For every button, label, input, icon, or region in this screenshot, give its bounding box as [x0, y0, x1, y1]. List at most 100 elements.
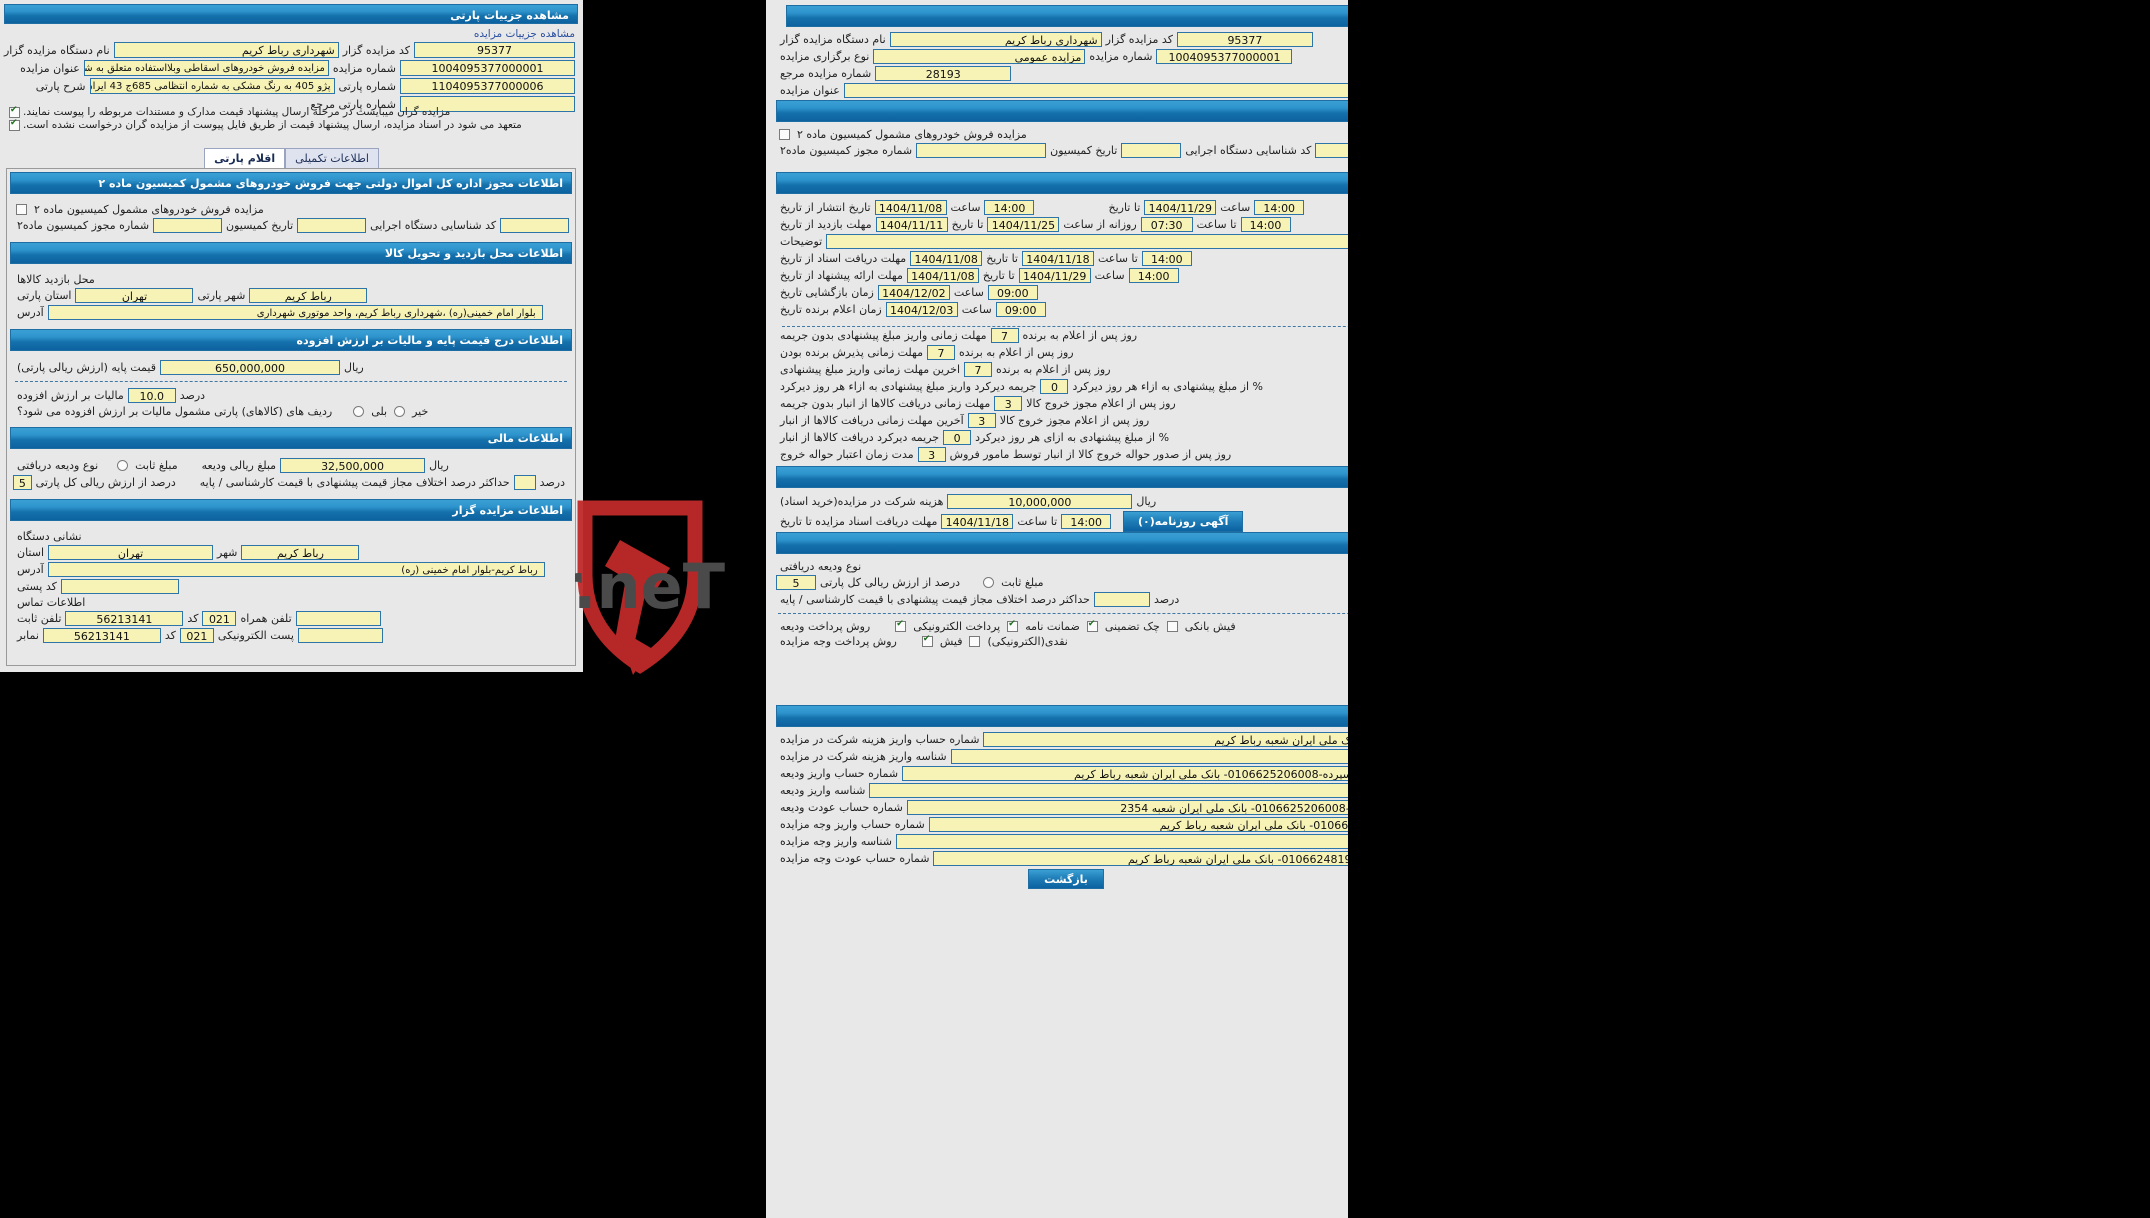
account-0-value[interactable]: درآمدی-0106624819004- بانک ملی ایران شعب…: [983, 732, 1348, 747]
view-auction-details-link[interactable]: مشاهده جزییات مزایده: [473, 28, 575, 40]
timing-row0-date[interactable]: 1404/11/08: [874, 200, 947, 215]
right-permit-checkbox[interactable]: [779, 129, 790, 140]
docs-deadline-date[interactable]: 1404/11/18: [941, 514, 1014, 529]
account-1-value[interactable]: [950, 749, 1348, 764]
left-party-ref-value[interactable]: [400, 96, 575, 112]
timing-row1-time2[interactable]: 14:00: [1240, 217, 1291, 232]
penalty-6-value[interactable]: 0: [943, 430, 972, 445]
left-org-phone-code-value[interactable]: 021: [202, 611, 237, 626]
left-auction-org-value[interactable]: شهرداری رباط کریم: [113, 42, 339, 58]
left-base-price-value[interactable]: 650,000,000: [160, 360, 340, 375]
left-permit-section-title: اطلاعات مجوز اداره کل اموال دولتی جهت فر…: [10, 172, 572, 194]
left-vat-value[interactable]: 10.0: [127, 388, 176, 403]
timing-row1-date[interactable]: 1404/11/11: [875, 217, 948, 232]
timing-row3-time1[interactable]: 1404/11/29: [1018, 268, 1091, 283]
timing-row2-date[interactable]: 1404/11/08: [910, 251, 983, 266]
timing-row2-time1[interactable]: 1404/11/18: [1021, 251, 1094, 266]
left-maxdiff-value[interactable]: [513, 475, 536, 490]
left-org-postal-value[interactable]: [60, 579, 179, 594]
timing-row3-time2[interactable]: 14:00: [1128, 268, 1179, 283]
timing-row1-time1[interactable]: 1404/11/25: [987, 217, 1060, 232]
dm-0-label: پرداخت الکترونیکی: [913, 620, 1001, 633]
penalty-5-value[interactable]: 3: [967, 413, 996, 428]
dm-0-checkbox[interactable]: [895, 619, 907, 632]
penalty-4-label: مهلت زمانی دریافت کالاها از انبار بدون ج…: [780, 397, 991, 410]
left-party-desc-label: شرح پارتی: [35, 79, 86, 93]
left-vat-no-radio[interactable]: [394, 406, 406, 417]
left-fixed-amount-radio[interactable]: [117, 460, 129, 471]
left-vat-yes-radio[interactable]: [353, 406, 365, 417]
left-auction-number-value[interactable]: 1004095377000001: [400, 60, 575, 76]
account-4-value[interactable]: رد وجوه سپرده-0106625206008- بانک ملی ای…: [906, 800, 1348, 815]
left-org-phone-value[interactable]: 56213141: [65, 611, 184, 626]
left-visit-address-value[interactable]: بلوار امام خمینی(ره) ،شهرداری رباط کریم،…: [47, 305, 543, 320]
penalty-4-value[interactable]: 3: [994, 396, 1023, 411]
right-fixed-amount-radio[interactable]: [983, 577, 995, 588]
left-org-city-value[interactable]: رباط کریم: [241, 545, 360, 560]
left-org-mobile-value[interactable]: [295, 611, 381, 626]
right-percent-value[interactable]: 5: [776, 575, 816, 590]
timing-row4-time2[interactable]: 09:00: [987, 285, 1038, 300]
timing-row2-time2[interactable]: 14:00: [1141, 251, 1192, 266]
timing-row4-label: زمان بازگشایی تاریخ: [780, 286, 874, 299]
penalty-7-value[interactable]: 3: [917, 447, 946, 462]
newspaper-ad-button[interactable]: آگهی روزنامه(۰): [1123, 511, 1244, 532]
account-3-value[interactable]: [869, 783, 1348, 798]
back-button[interactable]: بازگشت: [1028, 869, 1104, 889]
right-exec-code-value[interactable]: [1315, 143, 1348, 158]
left-auction-title-value[interactable]: مزایده فروش خودروهای اسقاطی وبلااستفاده …: [83, 60, 329, 76]
penalty-7-prefix: روز پس از صدور حواله خروج کالا از انبار …: [949, 448, 1232, 461]
timing-row0-date2[interactable]: 1404/11/29: [1144, 200, 1217, 215]
left-org-province-value[interactable]: تهران: [48, 545, 214, 560]
left-percent-of-base-value[interactable]: 5: [13, 475, 32, 490]
pm-0-checkbox[interactable]: [921, 634, 933, 647]
right-auction-code-value[interactable]: 95377: [1176, 32, 1313, 47]
right-permit-no-value[interactable]: [916, 143, 1047, 158]
left-org-fax-value[interactable]: 56213141: [42, 628, 161, 643]
left-permit-no-value[interactable]: [153, 218, 222, 233]
pm-1-checkbox[interactable]: [969, 636, 981, 647]
left-org-fax-code-value[interactable]: 021: [179, 628, 214, 643]
account-2-value[interactable]: دریافت وجوه سپرده-0106625206008- بانک مل…: [902, 766, 1348, 781]
right-auction-ref-value[interactable]: 28193: [875, 66, 1012, 81]
docs-deadline-time[interactable]: 14:00: [1061, 514, 1112, 529]
penalty-3-value[interactable]: 0: [1040, 379, 1069, 394]
left-visit-city-value[interactable]: رباط کریم: [249, 288, 368, 303]
tab-supplementary-info[interactable]: اطلاعات تکمیلی: [285, 148, 379, 169]
tab-party-items[interactable]: اقلام پارتی: [204, 148, 286, 169]
left-party-number-value[interactable]: 1104095377000006: [400, 78, 575, 94]
right-type-value[interactable]: مزایده عمومی: [873, 49, 1086, 64]
penalty-2-value[interactable]: 7: [964, 362, 992, 377]
right-auction-number-value[interactable]: 1004095377000001: [1156, 49, 1293, 64]
account-5-value[interactable]: درآمدی-0106624819004- بانک ملی ایران شعب…: [928, 817, 1348, 832]
timing-row5-date[interactable]: 1404/12/03: [885, 302, 958, 317]
dm-2-checkbox[interactable]: [1086, 619, 1098, 632]
left-org-email-value[interactable]: [297, 628, 383, 643]
penalty-1-value[interactable]: 7: [927, 345, 956, 360]
dm-1-checkbox[interactable]: [1007, 619, 1019, 632]
left-party-desc-value[interactable]: پژو 405 به رنگ مشکی به شماره انتظامی 685…: [89, 78, 335, 94]
left-exec-org-code-value[interactable]: [500, 218, 569, 233]
left-org-address-value[interactable]: رباط کریم-بلوار امام خمینی (ره): [47, 562, 545, 577]
timing-row3-date[interactable]: 1404/11/08: [906, 268, 979, 283]
timing-desc-value[interactable]: [826, 234, 1348, 249]
right-org-value[interactable]: شهرداری رباط کریم: [889, 32, 1102, 47]
penalty-0-value[interactable]: 7: [990, 328, 1019, 343]
right-maxdiff-value[interactable]: [1093, 592, 1150, 607]
left-permit-checkbox[interactable]: [16, 204, 27, 215]
account-7-value[interactable]: رد وجوه سپرده-0106624819004- بانک ملی ای…: [933, 851, 1348, 866]
right-title-value[interactable]: مزایده فروش خودروهای اسقاطی وبلااستفاده …: [843, 83, 1348, 98]
account-6-value[interactable]: [895, 834, 1348, 849]
dm-3-checkbox[interactable]: [1166, 621, 1178, 632]
docs-fee-value[interactable]: 10,000,000: [947, 494, 1133, 509]
timing-row1-date2[interactable]: 07:30: [1140, 217, 1193, 232]
left-auction-code-value[interactable]: 95377: [414, 42, 575, 58]
left-visit-province-value[interactable]: تهران: [75, 288, 194, 303]
left-deposit-amount-value[interactable]: 32,500,000: [280, 458, 426, 473]
right-commission-date-value[interactable]: [1121, 143, 1182, 158]
timing-row0-time1[interactable]: 14:00: [984, 200, 1035, 215]
timing-row5-time2[interactable]: 09:00: [995, 302, 1046, 317]
left-commission-date-value[interactable]: [297, 218, 367, 233]
timing-row4-date[interactable]: 1404/12/02: [877, 285, 950, 300]
timing-row0-time2[interactable]: 14:00: [1254, 200, 1305, 215]
